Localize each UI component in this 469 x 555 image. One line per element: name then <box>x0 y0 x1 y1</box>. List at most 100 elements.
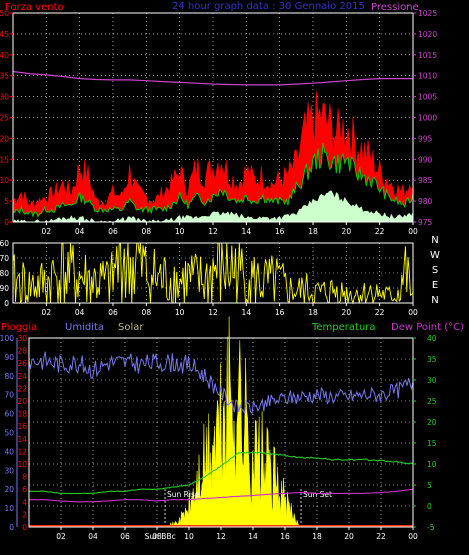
humidity-ytick-label: 4 <box>22 498 27 507</box>
rain-ytick-label: 10 <box>4 504 14 513</box>
temperature-ytick-label: 30 <box>427 376 437 385</box>
panel3-xtick-label: 16 <box>280 532 290 541</box>
panel1-xtick-label: 14 <box>242 227 252 236</box>
wind-avg-series <box>12 143 414 218</box>
panel1-xtick-label: 18 <box>308 227 318 236</box>
wind-ytick-label: 50 <box>0 9 9 18</box>
panel2-xtick-label: 00 <box>408 308 418 317</box>
panel2-xtick-label: 20 <box>342 308 352 317</box>
panel2-xtick-label: 02 <box>42 308 52 317</box>
panel1-xtick-label: 16 <box>275 227 285 236</box>
pressure-ytick-label: 980 <box>418 197 433 206</box>
temperature-ytick-label: 15 <box>427 439 437 448</box>
panel2-xtick-label: 16 <box>275 308 285 317</box>
rain-ytick-label: 100 <box>0 334 14 343</box>
humidity-ytick-label: 20 <box>17 397 27 406</box>
pressure-axis-title: Pressione <box>371 2 419 13</box>
panel3-xtick-label: 20 <box>344 532 354 541</box>
rain-ytick-label: 70 <box>4 391 14 400</box>
humidity-ytick-label: 24 <box>17 372 27 381</box>
panel1-xtick-label: 02 <box>42 227 52 236</box>
panel2-xtick-label: 04 <box>75 308 85 317</box>
humidity-series <box>28 351 414 415</box>
temperature-ytick-label: -5 <box>427 523 435 532</box>
wind-ytick-label: 45 <box>0 30 9 39</box>
panel2-xtick-label: 12 <box>208 308 218 317</box>
wind-ytick-label: 5 <box>4 197 9 206</box>
panel2-xtick-label: 22 <box>375 308 385 317</box>
rain-ytick-label: 0 <box>9 523 14 532</box>
humidity-ytick-label: 12 <box>17 447 27 456</box>
compass-label: N <box>431 295 438 306</box>
panel1-xtick-label: 20 <box>342 227 352 236</box>
humidity-ytick-label: 0 <box>22 523 27 532</box>
wind-ytick-label: 10 <box>0 176 9 185</box>
dewpoint-axis-title: Dew Point (°C) <box>391 322 464 333</box>
temperature-ytick-label: 0 <box>427 502 432 511</box>
pressure-ytick-label: 1020 <box>418 30 437 39</box>
panel3-xtick-label: 08 <box>152 532 162 541</box>
wind-ytick-label: 30 <box>0 93 9 102</box>
rain-ytick-label: 80 <box>4 372 14 381</box>
pressure-ytick-label: 1000 <box>418 114 437 123</box>
temperature-series <box>28 451 414 495</box>
panel1-xtick-label: 04 <box>75 227 85 236</box>
sun-marker-label: Sun Set <box>303 490 332 499</box>
panel3-xtick-label: 04 <box>88 532 98 541</box>
humidity-ytick-label: 30 <box>17 334 27 343</box>
compass-label: W <box>430 250 440 261</box>
direction-ytick-label: 0 <box>4 299 9 308</box>
direction-ytick-label: 270 <box>0 254 9 263</box>
pressure-ytick-label: 990 <box>418 155 433 164</box>
pressure-ytick-label: 975 <box>418 218 433 227</box>
humidity-ytick-label: 26 <box>17 359 27 368</box>
humidity-ytick-label: 14 <box>17 435 27 444</box>
direction-ytick-label: 360 <box>0 239 9 248</box>
panel3-xtick-label: 06 <box>120 532 130 541</box>
rain-ytick-label: 20 <box>4 485 14 494</box>
wind-pressure-panel: 0510152025303540455097598098599099510001… <box>0 9 437 236</box>
temperature-ytick-label: 35 <box>427 355 437 364</box>
pressure-ytick-label: 1025 <box>418 9 437 18</box>
humidity-ytick-label: 16 <box>17 422 27 431</box>
rain-ytick-label: 40 <box>4 447 14 456</box>
direction-ytick-label: 180 <box>0 269 9 278</box>
wind-direction-series <box>12 242 414 305</box>
panel1-xtick-label: 08 <box>142 227 152 236</box>
panel3-xtick-label: 22 <box>376 532 386 541</box>
panel3-xtick-label: 18 <box>312 532 322 541</box>
wind-ytick-label: 20 <box>0 134 9 143</box>
panel1-xtick-label: 22 <box>375 227 385 236</box>
wind-ytick-label: 35 <box>0 72 9 81</box>
wind-ytick-label: 0 <box>4 218 9 227</box>
temperature-ytick-label: 40 <box>427 334 437 343</box>
panel3-xtick-label: 12 <box>216 532 226 541</box>
panel2-xtick-label: 08 <box>142 308 152 317</box>
panel3-xtick-label: 00 <box>408 532 418 541</box>
panel2-xtick-label: 18 <box>308 308 318 317</box>
rain-ytick-label: 60 <box>4 410 14 419</box>
panel2-xtick-label: 14 <box>242 308 252 317</box>
wind-ytick-label: 15 <box>0 155 9 164</box>
humidity-axis-title: Umidita <box>65 322 104 333</box>
humidity-ytick-label: 10 <box>17 460 27 469</box>
pressure-ytick-label: 1005 <box>418 93 437 102</box>
panel2-xtick-label: 10 <box>175 308 185 317</box>
direction-ytick-label: 90 <box>0 284 9 293</box>
pressure-ytick-label: 1010 <box>418 72 437 81</box>
panel1-xtick-label: 00 <box>408 227 418 236</box>
rain-series <box>29 525 413 527</box>
humidity-ytick-label: 28 <box>17 347 27 356</box>
humidity-ytick-label: 8 <box>22 473 27 482</box>
panel1-xtick-label: 06 <box>108 227 118 236</box>
pressure-ytick-label: 985 <box>418 176 433 185</box>
panel3-xtick-label: 02 <box>56 532 66 541</box>
humidity-ytick-label: 22 <box>17 384 27 393</box>
compass-label: E <box>432 280 438 291</box>
temperature-ytick-label: 25 <box>427 397 437 406</box>
compass-label: S <box>432 265 438 276</box>
pressure-ytick-label: 1015 <box>418 51 437 60</box>
rain-ytick-label: 50 <box>4 429 14 438</box>
